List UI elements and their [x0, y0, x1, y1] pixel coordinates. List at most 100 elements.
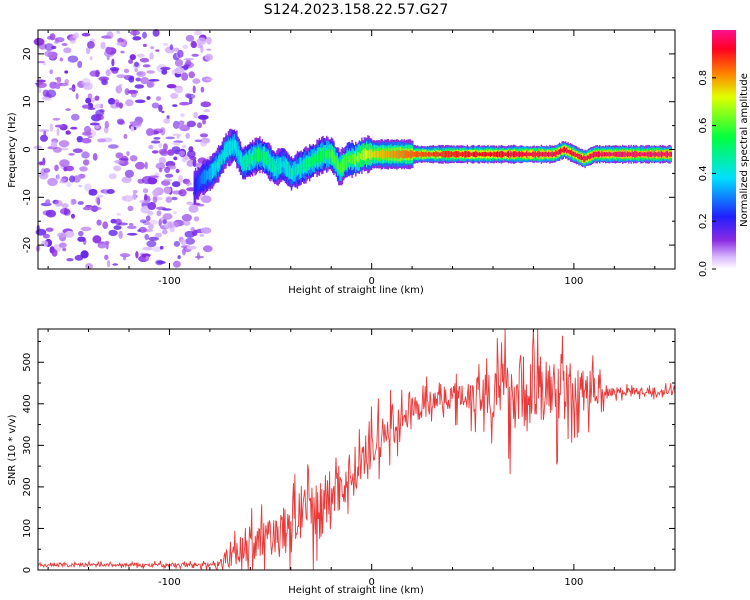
- ridge-cell: [527, 152, 529, 156]
- ridge-cell: [193, 182, 196, 194]
- x-tick-label: 100: [564, 276, 583, 287]
- ridge-cell: [294, 162, 296, 180]
- ridge-cell: [278, 157, 280, 175]
- noise-blob: [173, 240, 181, 247]
- ridge-cell: [463, 152, 465, 157]
- noise-blob: [131, 120, 142, 126]
- noise-blob: [81, 104, 90, 109]
- ridge-cell: [339, 163, 341, 174]
- ridge-cell: [262, 148, 265, 166]
- ridge-cell: [437, 151, 439, 157]
- noise-blob: [136, 71, 147, 77]
- noise-blob: [64, 79, 69, 84]
- ridge-cell: [252, 155, 254, 161]
- ridge-cell: [415, 151, 418, 158]
- ridge-cell: [540, 152, 543, 157]
- ridge-cell: [529, 152, 532, 156]
- noise-blob: [194, 30, 202, 36]
- snr-ticks: -100 0 100 0 100 200 300 400 500: [22, 329, 675, 588]
- noise-blob: [94, 103, 102, 109]
- ridge-cell: [663, 152, 665, 156]
- ridge-cell: [660, 150, 663, 158]
- ridge-cell: [355, 151, 357, 167]
- noise-blob: [62, 247, 67, 252]
- ridge-cell: [300, 159, 302, 176]
- ridge-cell: [652, 152, 654, 156]
- ridge-cell: [299, 163, 301, 174]
- noise-blob: [134, 67, 139, 73]
- noise-blob: [87, 107, 96, 110]
- noise-blob: [200, 86, 205, 93]
- noise-blob: [106, 189, 115, 194]
- ridge-cell: [285, 159, 288, 176]
- noise-blob: [205, 78, 213, 81]
- noise-blobs: [33, 29, 213, 270]
- noise-blob: [145, 215, 151, 222]
- ridge-cell: [224, 145, 226, 161]
- ridge-cell: [656, 152, 658, 157]
- noise-blob: [83, 238, 87, 245]
- ridge-cell: [487, 152, 489, 157]
- ridge-cell: [407, 150, 409, 158]
- snr-series-line: [37, 328, 676, 571]
- ridge-cell: [413, 152, 415, 157]
- ridge-cell: [376, 150, 379, 158]
- noise-blob: [94, 95, 100, 101]
- ridge-cell: [323, 150, 325, 159]
- noise-blob: [190, 40, 197, 49]
- noise-blob: [37, 60, 46, 64]
- noise-blob: [95, 125, 100, 129]
- ridge-cell: [670, 151, 672, 157]
- ridge-cell: [477, 152, 479, 156]
- noise-blob: [148, 144, 154, 150]
- ridge-cell: [406, 150, 408, 159]
- ridge-cell: [332, 149, 334, 162]
- noise-blob: [44, 50, 53, 57]
- ridge-cell: [205, 171, 208, 181]
- ridge-cell: [448, 151, 450, 158]
- ridge-cell: [626, 151, 629, 158]
- noise-blob: [110, 218, 117, 224]
- ridge-cell: [390, 150, 392, 158]
- ridge-cell: [535, 152, 538, 156]
- noise-blob: [200, 101, 212, 108]
- noise-blob: [118, 102, 123, 109]
- ridge-cell: [410, 150, 413, 159]
- noise-blob: [165, 196, 173, 203]
- ridge-cell: [623, 151, 625, 157]
- noise-blob: [204, 53, 213, 61]
- ridge-cell: [457, 151, 459, 158]
- noise-blob: [38, 87, 42, 94]
- ridge-cell: [590, 153, 592, 159]
- ridge-cell: [408, 151, 410, 158]
- noise-blob: [108, 173, 117, 180]
- ridge-cell: [640, 151, 642, 157]
- ridge-cell: [472, 151, 475, 157]
- ridge-cell: [363, 148, 365, 161]
- ridge-cell: [595, 151, 597, 157]
- noise-blob: [91, 206, 102, 211]
- noise-blob: [174, 219, 180, 228]
- noise-blob: [203, 109, 211, 113]
- noise-blob: [112, 263, 119, 266]
- ridge-cell: [367, 150, 369, 158]
- noise-blob: [106, 54, 110, 61]
- ridge-cell: [609, 152, 612, 157]
- noise-blob: [155, 162, 166, 170]
- noise-blob: [194, 139, 202, 143]
- noise-blob: [67, 55, 79, 63]
- ridge-cell: [492, 152, 494, 156]
- noise-blob: [147, 210, 154, 216]
- ridge-cell: [575, 153, 578, 157]
- ridge-cell: [197, 177, 199, 190]
- noise-blob: [75, 93, 79, 100]
- ridge-cell: [630, 152, 632, 156]
- ridge-cell: [248, 155, 250, 165]
- ridge-cell: [427, 151, 430, 157]
- noise-blob: [66, 182, 72, 188]
- noise-blob: [191, 53, 199, 57]
- y-tick-label: 100: [22, 519, 33, 538]
- noise-blob: [181, 214, 192, 222]
- noise-blob: [119, 253, 131, 258]
- ridge-cell: [654, 152, 657, 157]
